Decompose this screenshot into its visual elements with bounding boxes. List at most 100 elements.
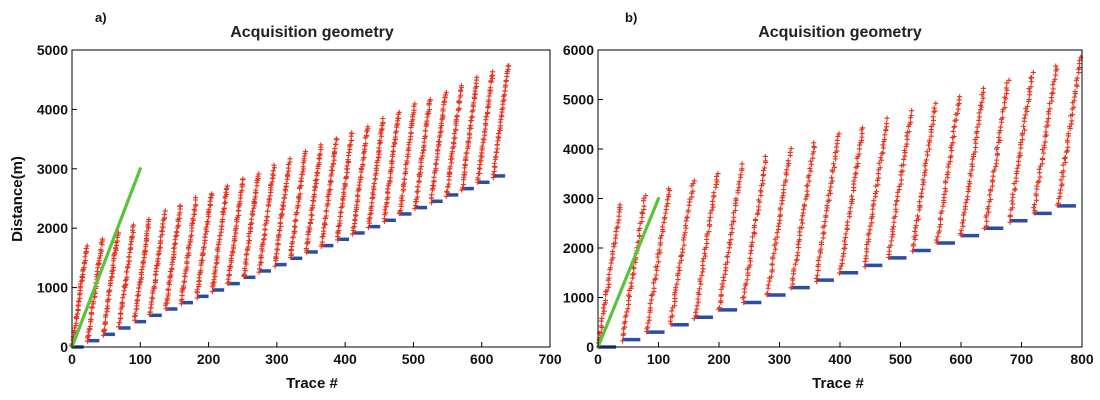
receiver-point — [309, 212, 315, 218]
receiver-point — [1045, 122, 1051, 128]
receiver-point — [933, 100, 939, 106]
receiver-point — [849, 196, 855, 203]
receiver-point — [444, 188, 450, 194]
receiver-point — [214, 253, 220, 259]
receiver-point — [965, 194, 971, 200]
receiver-point — [494, 142, 500, 148]
receiver-point — [824, 203, 830, 209]
receiver-point — [996, 130, 1002, 136]
receiver-point — [729, 222, 735, 228]
receiver-point — [615, 220, 621, 226]
receiver-point — [829, 167, 835, 173]
receiver-point — [471, 100, 477, 106]
receiver-point — [99, 236, 105, 242]
receiver-point — [1050, 82, 1056, 88]
receiver-point — [744, 277, 750, 283]
receiver-point — [950, 140, 956, 146]
receiver-point — [918, 190, 925, 196]
receiver-point — [808, 161, 815, 167]
receiver-point — [760, 167, 767, 174]
receiver-point — [157, 245, 164, 251]
receiver-point — [180, 283, 187, 289]
receiver-point — [889, 226, 896, 232]
panel-a-ylabel: Distance(m) — [9, 156, 26, 242]
receiver-point — [282, 186, 288, 193]
x-tick-label: 200 — [707, 351, 731, 367]
y-tick-label: 2000 — [563, 240, 594, 256]
receiver-point — [1073, 77, 1079, 83]
receiver-point — [1035, 179, 1041, 185]
receiver-point — [428, 200, 435, 206]
receiver-point — [986, 203, 992, 209]
receiver-point — [365, 124, 371, 130]
receiver-point — [1036, 178, 1042, 184]
receiver-point — [116, 320, 122, 326]
receiver-point — [412, 205, 418, 212]
receiver-point — [1010, 201, 1016, 207]
receiver-point — [427, 97, 434, 103]
receiver-point — [878, 157, 884, 163]
receiver-point — [464, 150, 470, 156]
receiver-point — [931, 105, 937, 111]
receiver-point — [1029, 74, 1035, 81]
receiver-point — [852, 171, 858, 177]
receiver-point — [152, 277, 159, 283]
receiver-point — [913, 232, 919, 238]
y-tick-label: 1000 — [37, 280, 68, 296]
receiver-point — [871, 198, 877, 204]
y-tick-label: 2000 — [37, 220, 68, 236]
receiver-point — [377, 137, 383, 144]
receiver-point — [96, 255, 102, 261]
receiver-point — [937, 215, 943, 221]
receiver-point — [248, 216, 254, 222]
receiver-point — [841, 246, 847, 252]
receiver-point — [101, 326, 108, 332]
receiver-point — [978, 107, 984, 113]
receiver-point — [123, 269, 130, 275]
receiver-point — [417, 166, 423, 172]
receiver-point — [352, 217, 358, 223]
receiver-point — [916, 199, 923, 205]
receiver-point — [150, 288, 156, 294]
receiver-point — [972, 144, 979, 151]
receiver-point — [1071, 104, 1077, 110]
receiver-point — [162, 208, 168, 214]
receiver-point — [912, 225, 919, 231]
receiver-point — [479, 143, 485, 149]
receiver-point — [241, 271, 247, 277]
receiver-point — [741, 286, 747, 292]
receiver-point — [960, 212, 967, 218]
receiver-point — [986, 209, 992, 215]
receiver-point — [920, 182, 926, 188]
receiver-point — [1000, 115, 1006, 121]
receiver-point — [912, 236, 918, 243]
receiver-point — [829, 178, 835, 184]
receiver-point — [456, 105, 462, 112]
receiver-point — [893, 202, 899, 208]
receiver-point — [668, 321, 674, 327]
x-tick-label: 100 — [647, 351, 671, 367]
receiver-point — [107, 277, 114, 284]
x-tick-label: 800 — [1070, 351, 1094, 367]
receiver-point — [901, 147, 908, 154]
receiver-point — [788, 285, 794, 291]
receiver-point — [242, 265, 248, 272]
receiver-point — [998, 124, 1004, 130]
receiver-point — [909, 108, 915, 114]
receiver-point — [1031, 205, 1037, 211]
receiver-point — [74, 314, 80, 320]
receiver-point — [783, 170, 789, 176]
receiver-point — [398, 201, 404, 207]
receiver-point — [1061, 155, 1067, 162]
receiver-point — [984, 212, 990, 218]
receiver-point — [1034, 183, 1040, 189]
receiver-point — [895, 189, 901, 195]
receiver-point — [662, 214, 668, 220]
receiver-point — [764, 290, 771, 296]
receiver-point — [608, 260, 614, 266]
receiver-point — [711, 190, 717, 196]
receiver-point — [732, 207, 738, 214]
receiver-point — [453, 117, 459, 123]
receiver-point — [870, 211, 876, 217]
receiver-point — [1019, 136, 1026, 143]
